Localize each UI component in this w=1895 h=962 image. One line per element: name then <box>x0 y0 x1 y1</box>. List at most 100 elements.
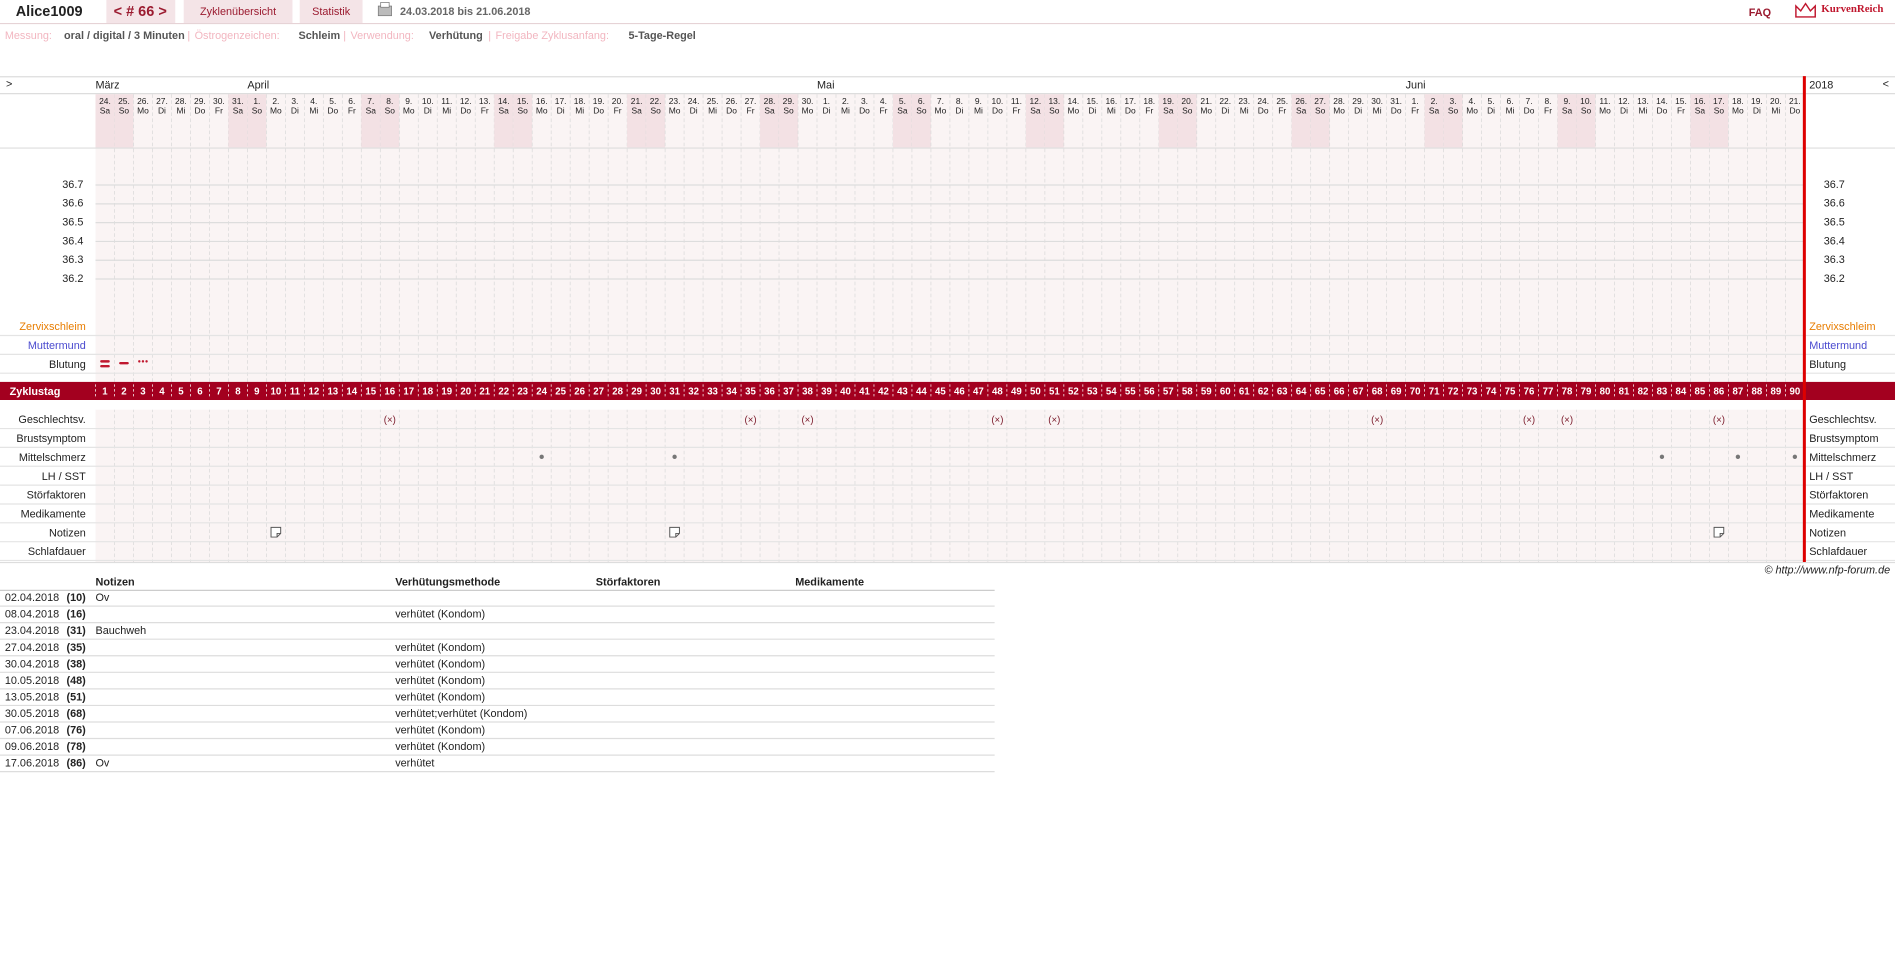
cycle-day: 20 <box>460 387 471 398</box>
weekday-label: Mo <box>669 105 681 115</box>
note-date: 09.06.2018 <box>5 741 59 753</box>
weekday-label: Mi <box>1240 105 1249 115</box>
date-label: 12. <box>1029 96 1041 106</box>
note-method: verhütet (Kondom) <box>395 691 485 703</box>
cycle-day: 73 <box>1467 387 1478 398</box>
date-label: 29. <box>1352 96 1364 106</box>
weekday-label: So <box>1448 105 1459 115</box>
pain-dot <box>672 454 677 460</box>
weekday-label: Di <box>1221 105 1229 115</box>
nav-next[interactable]: < <box>1883 78 1889 90</box>
note-icon[interactable] <box>669 526 680 538</box>
weekday-label: Do <box>1258 105 1269 115</box>
note-date: 27.04.2018 <box>5 642 59 654</box>
setting-label: Messung: <box>5 30 52 42</box>
cycle-day: 68 <box>1372 387 1383 398</box>
weekday-label: Mi <box>1506 105 1515 115</box>
weekend-shade <box>1044 94 1064 148</box>
date-label: 5. <box>899 96 906 106</box>
weekday-label: So <box>119 105 130 115</box>
cycle-day: 15 <box>365 387 376 398</box>
weekday-label: Mo <box>137 105 149 115</box>
note-date: 30.04.2018 <box>5 658 59 670</box>
cycle-day: 51 <box>1049 387 1060 398</box>
weekend-shade <box>380 94 400 148</box>
date-label: 28. <box>764 96 776 106</box>
date-label: 22. <box>1219 96 1231 106</box>
cycle-day: 63 <box>1277 387 1288 398</box>
note-day: (76) <box>66 725 86 737</box>
cycle-nav[interactable]: < # 66 > <box>114 4 167 20</box>
weekday-label: Sa <box>764 105 775 115</box>
brand[interactable]: KurvenReich <box>1821 3 1883 15</box>
row-label: Medikamente <box>21 508 86 520</box>
note-day: (86) <box>66 758 86 770</box>
date-label: 20. <box>1770 96 1782 106</box>
tab[interactable] <box>183 0 293 23</box>
date-label: 20. <box>1181 96 1193 106</box>
date-label: 1. <box>823 96 830 106</box>
cycle-day: 89 <box>1771 387 1782 398</box>
note-icon[interactable] <box>270 526 282 538</box>
cycle-day: 4 <box>159 387 165 398</box>
weekend-shade <box>1158 94 1178 148</box>
y-tick-label: 36.6 <box>62 198 83 210</box>
cycle-day: 42 <box>878 387 889 398</box>
weekday-label: Sa <box>1296 105 1307 115</box>
date-label: 3. <box>1450 96 1457 106</box>
weekend-shade <box>1557 94 1577 148</box>
date-label: 8. <box>1545 96 1552 106</box>
date-label: 8. <box>386 96 393 106</box>
date-label: 11. <box>1011 96 1022 106</box>
weekday-label: Do <box>593 105 604 115</box>
cycle-day: 72 <box>1448 387 1459 398</box>
note-method: verhütet (Kondom) <box>395 675 485 687</box>
tab[interactable] <box>299 0 363 23</box>
weekend-shade <box>361 94 381 148</box>
date-label: 8. <box>956 96 963 106</box>
tab-label[interactable]: Zyklenübersicht <box>200 6 276 18</box>
intercourse-mark: (×) <box>1048 415 1060 426</box>
cycle-day: 21 <box>479 387 490 398</box>
weekday-label: Mo <box>1067 105 1079 115</box>
weekend-shade <box>1709 94 1729 148</box>
chart: > <2018März24.Sa25.So26.Mo27.Di28.Mi29.Do… <box>0 76 1895 576</box>
cycle-day: 18 <box>422 387 433 398</box>
note-icon[interactable] <box>1713 526 1725 538</box>
weekday-label: Fr <box>879 105 887 115</box>
weekday-label: Di <box>291 105 299 115</box>
cycle-day: 88 <box>1752 387 1763 398</box>
faq-link[interactable]: FAQ <box>1749 7 1771 19</box>
cycle-day: 28 <box>612 387 623 398</box>
date-label: 23. <box>1238 96 1250 106</box>
date-label: 15. <box>1086 96 1098 106</box>
pain-dot <box>1735 454 1741 460</box>
weekday-label: Do <box>460 105 471 115</box>
date-label: 30. <box>802 96 814 106</box>
row-label: Brustsymptom <box>16 433 85 445</box>
weekday-label: Mi <box>708 105 717 115</box>
nav-prev[interactable]: > <box>6 78 12 90</box>
cycle-day: 37 <box>783 387 794 398</box>
cycle-day: 34 <box>726 387 737 398</box>
cycle-day: 40 <box>840 387 851 398</box>
print-icon[interactable] <box>377 2 392 17</box>
cycle-day: 1 <box>102 387 108 398</box>
settings: Messung: oral / digital / 3 Minuten | Östro… <box>5 30 696 42</box>
cycle-day: 22 <box>498 387 509 398</box>
cycle-day: 52 <box>1068 387 1079 398</box>
cycle-day: 36 <box>764 387 775 398</box>
weekend-shade <box>1310 94 1330 148</box>
cycle-day: 31 <box>669 387 680 398</box>
tab-label[interactable]: Statistik <box>312 6 351 18</box>
note-text: Bauchweh <box>95 625 146 637</box>
cycle-box[interactable] <box>106 0 176 23</box>
weekday-label: Do <box>1789 105 1800 115</box>
weekday-label: Di <box>690 105 698 115</box>
weekday-label: Fr <box>1677 105 1685 115</box>
note-date: 10.05.2018 <box>5 675 59 687</box>
weekend-shade <box>760 94 780 148</box>
date-label: 25. <box>1276 96 1288 106</box>
y-tick-label: 36.6 <box>1824 198 1845 210</box>
date-label: 24. <box>688 96 700 106</box>
